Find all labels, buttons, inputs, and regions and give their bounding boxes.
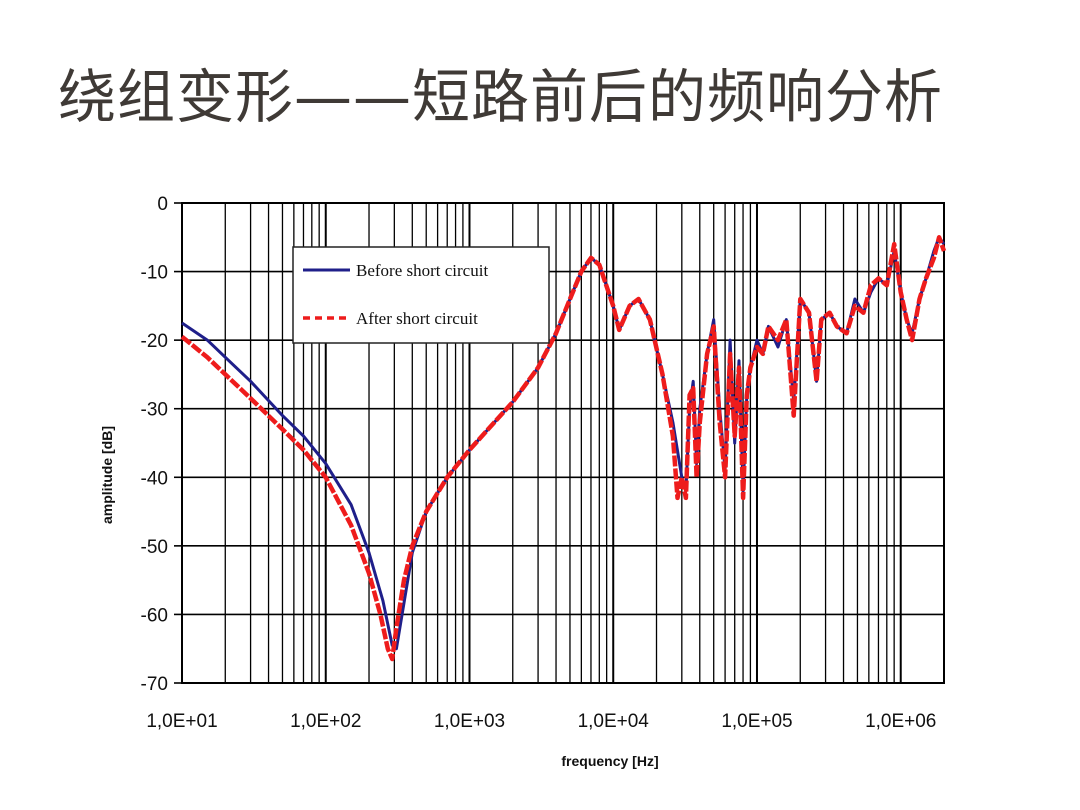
y-tick-label: -50 [141,537,168,558]
y-tick-label: -30 [141,400,168,421]
x-tick-label: 1,0E+06 [865,711,936,732]
y-tick-label: -40 [141,468,168,489]
x-tick-label: 1,0E+04 [578,711,650,732]
x-tick-label: 1,0E+01 [146,711,217,732]
x-tick-labels: 1,0E+01 1,0E+02 1,0E+03 1,0E+04 1,0E+05 1,0E+… [146,711,936,732]
series-line-after [180,235,947,662]
x-tick-label: 1,0E+03 [434,711,505,732]
chart-legend: Before short circuit After short circuit [292,246,550,344]
legend-box [292,246,550,344]
slide-title: 绕组变形——短路前后的频响分析 [58,63,944,131]
x-tick-label: 1,0E+02 [290,711,361,732]
chart-series [180,235,947,662]
y-tick-labels: 0 -10 -20 -30 -40 -50 -60 -70 [141,194,168,695]
plot-border [181,202,945,684]
y-tick-label: -60 [141,605,168,626]
plot-frame [181,202,945,684]
y-tick-label: 0 [157,194,168,215]
y-tick-label: -70 [141,674,168,695]
legend-label-after: After short circuit [356,309,478,328]
legend-label-before: Before short circuit [356,261,488,280]
y-axis-label: amplitude [dB] [99,426,115,524]
chart-grid [174,202,945,684]
x-tick-label: 1,0E+05 [721,711,792,732]
y-tick-label: -20 [141,331,168,352]
y-tick-label: -10 [141,263,168,284]
x-axis-label: frequency [Hz] [561,753,658,769]
